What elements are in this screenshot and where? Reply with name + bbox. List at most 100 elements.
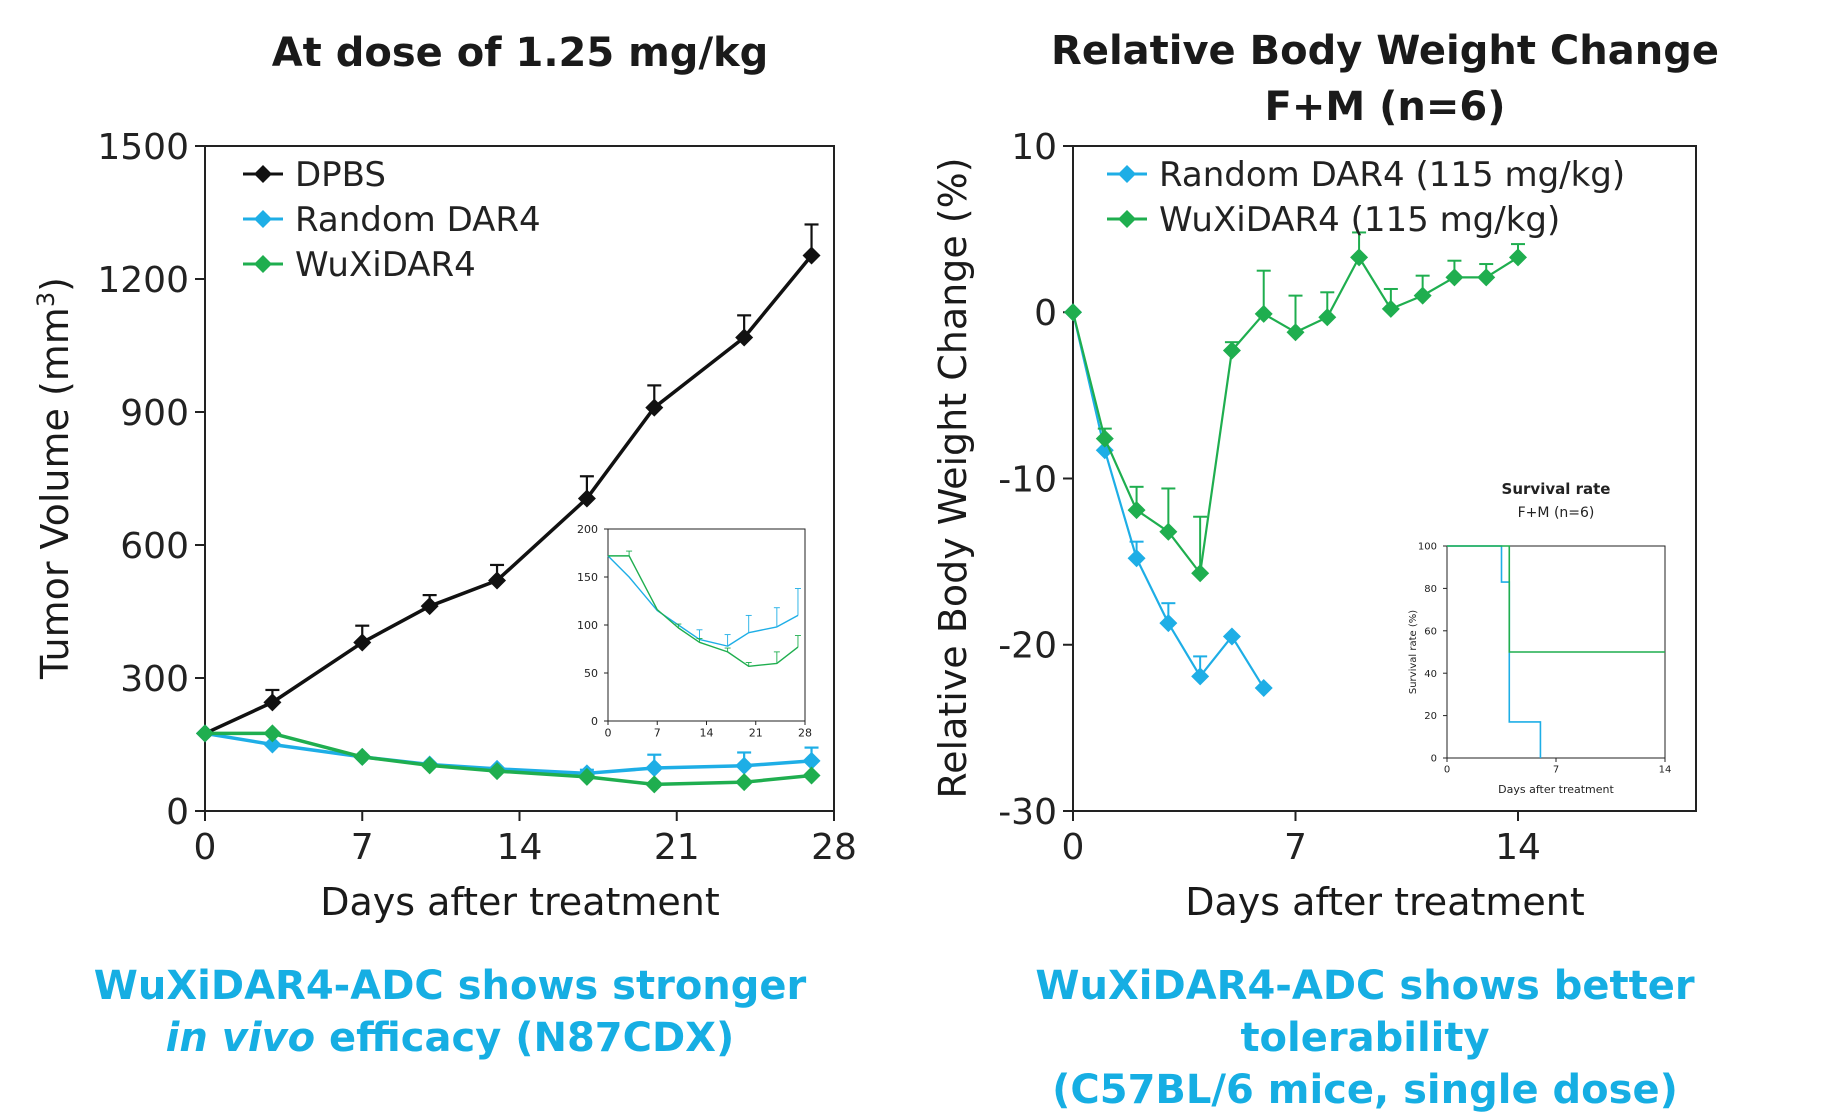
- right-inset-xtick-label: 7: [1553, 765, 1559, 776]
- right-ytick-label: 10: [1011, 127, 1057, 168]
- left-data-point: [802, 766, 821, 785]
- right-inset-ytick-label: 60: [1424, 626, 1437, 637]
- right-data-point: [1413, 286, 1432, 305]
- left-xtick-label: 28: [811, 827, 857, 868]
- right-legend-marker: [1118, 210, 1136, 228]
- left-ytick-label: 0: [166, 792, 189, 833]
- right-inset-xlabel: Days after treatment: [1498, 783, 1614, 796]
- right-inset-series-1: [1447, 545, 1665, 653]
- right-series-0: [1064, 303, 1273, 697]
- left-ytick-label: 300: [120, 659, 189, 700]
- right-subtitle: F+M (n=6): [1265, 84, 1506, 130]
- left-data-point: [353, 633, 372, 652]
- right-xlabel: Days after treatment: [1185, 880, 1585, 924]
- left-data-point: [196, 724, 214, 743]
- left-data-point: [353, 747, 372, 766]
- left-caption: WuXiDAR4-ADC shows stronger in vivo effi…: [60, 960, 840, 1064]
- left-data-point: [577, 767, 596, 786]
- left-ylabel: Tumor Volume (mm3): [32, 277, 77, 680]
- left-series-0: [196, 223, 821, 743]
- left-inset-ytick-label: 0: [591, 715, 598, 728]
- left-inset-xtick-label: 14: [700, 727, 714, 740]
- right-xtick-label: 7: [1284, 827, 1307, 868]
- right-ytick-label: -20: [998, 626, 1057, 667]
- right-title: Relative Body Weight Change: [1051, 28, 1719, 74]
- left-inset-series-line: [608, 555, 799, 667]
- right-ylabel: Relative Body Weight Change (%): [931, 157, 975, 798]
- right-legend-label: Random DAR4 (115 mg/kg): [1159, 155, 1625, 195]
- right-inset-xtick-label: 14: [1659, 765, 1672, 776]
- left-inset-ytick-label: 200: [577, 523, 598, 536]
- left-inset-series-1: [608, 550, 801, 667]
- left-legend-label: WuXiDAR4: [295, 245, 476, 285]
- right-ytick-label: -30: [998, 792, 1057, 833]
- right-legend-label: WuXiDAR4 (115 mg/kg): [1159, 200, 1560, 240]
- right-caption-line1: WuXiDAR4-ADC shows better tolerability: [1035, 963, 1695, 1061]
- left-legend-label: Random DAR4: [295, 200, 541, 240]
- right-xtick-label: 14: [1495, 827, 1541, 868]
- left-data-point: [577, 489, 596, 508]
- left-inset-ytick-label: 50: [584, 667, 598, 680]
- right-data-point: [1286, 323, 1305, 342]
- left-ylabel-close: ): [33, 277, 77, 292]
- left-data-point: [645, 398, 664, 417]
- left-xtick-label: 21: [654, 827, 700, 868]
- right-caption: WuXiDAR4-ADC shows better tolerability (…: [905, 960, 1825, 1116]
- left-inset-frame: [607, 528, 806, 722]
- right-data-point: [1159, 614, 1178, 633]
- right-inset-ytick-label: 20: [1424, 711, 1437, 722]
- right-ytick-label: -10: [998, 459, 1057, 500]
- left-legend-marker: [254, 255, 272, 273]
- right-data-point: [1318, 308, 1337, 327]
- left-xtick-label: 14: [497, 827, 543, 868]
- left-series-line: [205, 731, 812, 787]
- left-inset-xtick-label: 21: [749, 727, 763, 740]
- left-data-point: [802, 246, 821, 265]
- left-ytick-label: 1500: [97, 127, 189, 168]
- right-data-point: [1064, 303, 1082, 322]
- right-inset-step-line: [1447, 545, 1665, 653]
- left-legend-marker: [254, 210, 272, 228]
- left-ytick-label: 1200: [97, 260, 189, 301]
- left-legend-marker: [254, 165, 272, 183]
- right-ytick-label: 0: [1034, 293, 1057, 334]
- right-inset-xtick-label: 0: [1444, 765, 1450, 776]
- left-xtick-label: 7: [351, 827, 374, 868]
- right-inset-ytick-label: 80: [1424, 584, 1437, 595]
- right-data-point: [1350, 248, 1369, 267]
- right-data-point: [1445, 268, 1464, 287]
- right-inset-ytick-label: 100: [1418, 542, 1437, 553]
- left-series-line: [204, 254, 813, 736]
- right-data-point: [1222, 627, 1241, 646]
- right-data-point: [1191, 667, 1210, 686]
- left-inset-plot: 0 50 100 150 200 0 7 14 21 28: [577, 523, 812, 740]
- left-data-point: [488, 762, 507, 781]
- left-inset-xtick-label: 28: [798, 727, 812, 740]
- left-title: At dose of 1.25 mg/kg: [272, 30, 769, 76]
- left-xlabel: Days after treatment: [320, 880, 720, 924]
- left-data-point: [420, 597, 439, 616]
- right-data-point: [1254, 678, 1273, 697]
- right-xtick-label: 0: [1062, 827, 1085, 868]
- right-inset-plot: 0 20 40 60 80 100 0 7 14: [1418, 542, 1671, 776]
- left-series-2: [196, 724, 821, 794]
- left-inset-xtick-label: 0: [605, 727, 612, 740]
- left-inset-ytick-label: 100: [577, 619, 598, 632]
- left-caption-rest: efficacy (N87CDX): [315, 1015, 735, 1061]
- right-legend-marker: [1118, 165, 1136, 183]
- right-inset-ytick-label: 40: [1424, 669, 1437, 680]
- right-inset-ytick-label: 0: [1431, 754, 1437, 765]
- right-data-point: [1159, 522, 1178, 541]
- left-ytick-label: 900: [120, 393, 189, 434]
- left-data-point: [645, 775, 664, 794]
- left-ytick-label: 600: [120, 526, 189, 567]
- right-data-point: [1222, 341, 1241, 360]
- right-inset-title: Survival rate: [1502, 480, 1611, 498]
- right-data-point: [1509, 248, 1527, 267]
- left-inset-ytick-label: 150: [577, 571, 598, 584]
- right-frame: [1072, 145, 1697, 812]
- left-data-point: [263, 693, 282, 712]
